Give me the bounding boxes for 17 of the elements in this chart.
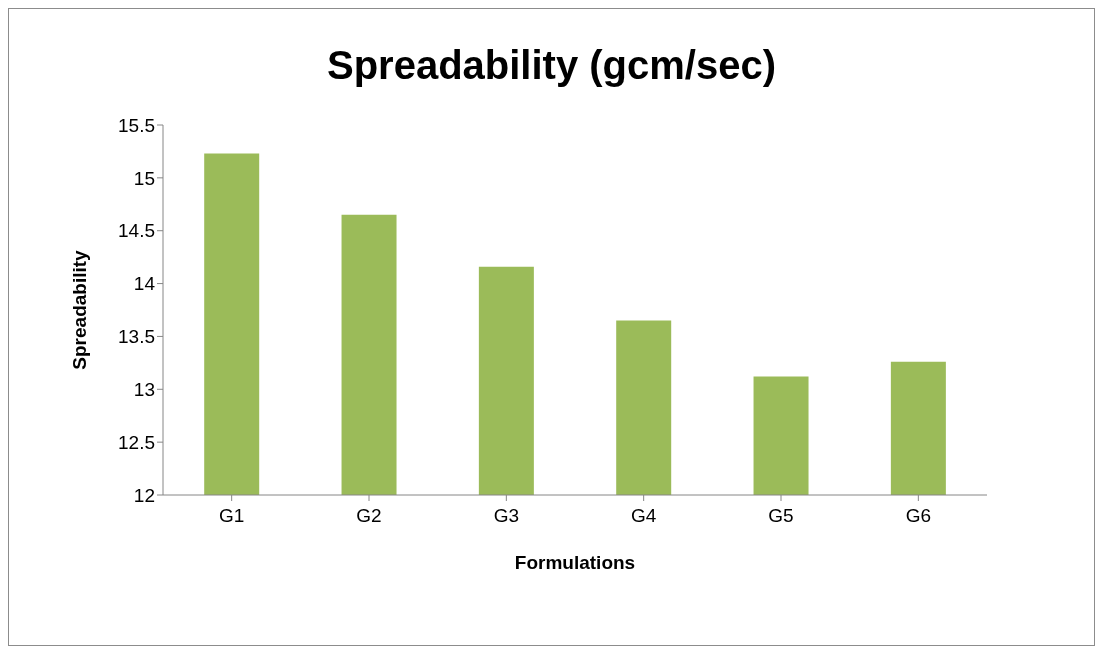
y-tick-label: 14.5 bbox=[118, 220, 155, 242]
y-tick-label: 12.5 bbox=[118, 431, 155, 453]
y-tick-label: 15 bbox=[133, 167, 155, 189]
x-tick-label: G4 bbox=[630, 505, 657, 527]
x-tick-label: G2 bbox=[356, 505, 382, 527]
chart-title: Spreadability (gcm/sec) bbox=[325, 43, 777, 88]
x-tick-label: G6 bbox=[905, 505, 932, 527]
y-tick-label: 14 bbox=[133, 273, 156, 295]
y-axis-title: Spreadability bbox=[68, 249, 90, 370]
x-tick-label: G5 bbox=[768, 505, 794, 527]
y-tick-label: 12 bbox=[133, 484, 155, 506]
y-tick-label: 13.5 bbox=[118, 326, 155, 348]
x-tick-label: G3 bbox=[493, 505, 520, 527]
x-tick-label: G1 bbox=[218, 505, 245, 527]
y-tick-label: 13 bbox=[133, 379, 155, 401]
x-axis-title: Formulations bbox=[514, 552, 636, 573]
y-tick-label: 15.5 bbox=[118, 114, 155, 136]
